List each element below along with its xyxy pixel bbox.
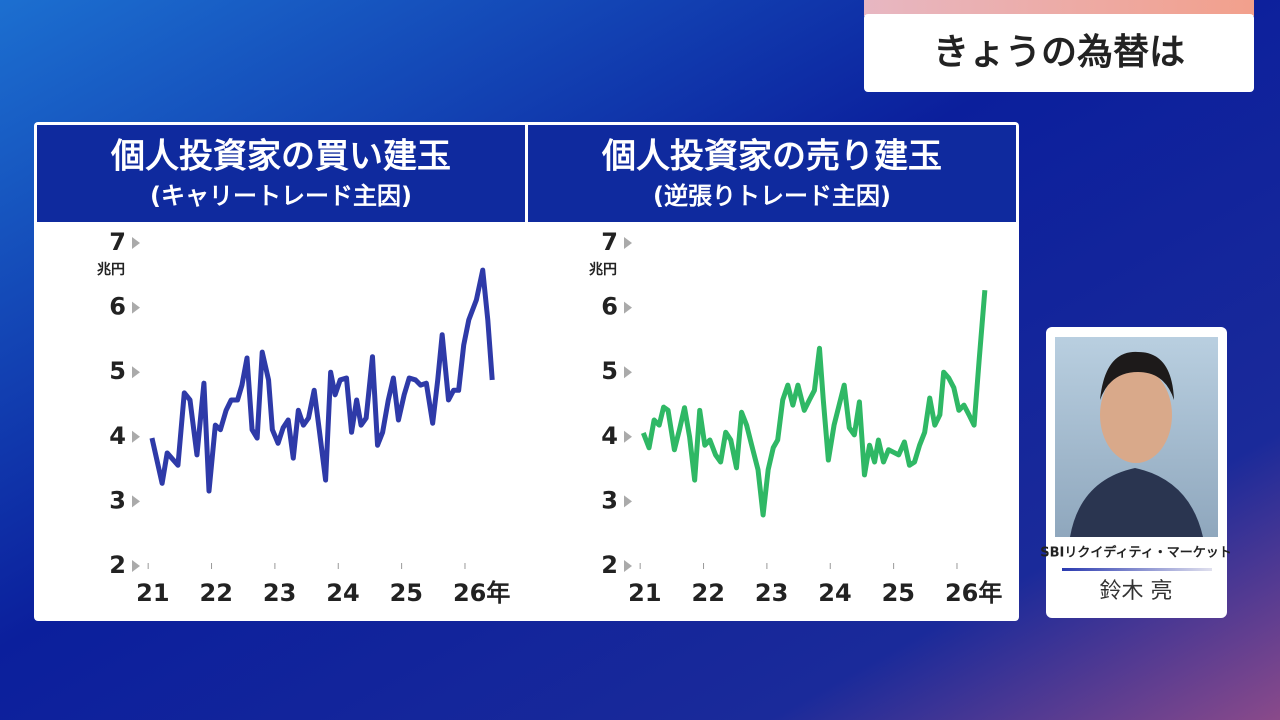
chart-header <box>528 125 1016 222</box>
y-tick-mark <box>624 495 632 508</box>
x-tick-label: 22 <box>200 579 233 607</box>
y-tick-mark <box>132 237 140 249</box>
x-tick-label: 22 <box>692 579 725 607</box>
presenter-rule <box>1062 568 1212 571</box>
y-tick-mark <box>132 366 140 379</box>
presenter-company: SBIリクイディティ・マーケット <box>1040 545 1231 561</box>
y-tick-mark <box>624 560 632 572</box>
x-tick-label: 25 <box>882 579 915 607</box>
x-tick-label: 25 <box>390 579 423 607</box>
y-tick-mark <box>624 366 632 379</box>
chart-header <box>37 125 525 222</box>
y-tick-label: 3 <box>109 486 126 514</box>
photo-face <box>1100 367 1172 463</box>
y-tick-label: 5 <box>109 357 126 385</box>
chart-subtitle: (逆張りトレード主因) <box>653 182 891 210</box>
chart-title: 個人投資家の買い建玉 <box>110 137 451 177</box>
y-tick-label: 3 <box>601 486 618 514</box>
x-tick-label: 23 <box>755 579 788 607</box>
x-tick-label: 21 <box>136 579 169 607</box>
x-tick-label: 24 <box>326 579 359 607</box>
y-tick-mark <box>624 301 632 314</box>
y-tick-mark <box>132 430 140 443</box>
header-title: きょうの為替は <box>933 32 1185 73</box>
data-line <box>641 289 988 518</box>
y-axis-label: 兆円 <box>589 262 617 278</box>
x-tick-label: 21 <box>628 579 661 607</box>
header-box <box>864 14 1254 92</box>
y-tick-label: 7 <box>109 228 126 256</box>
photo-hair <box>1100 351 1174 400</box>
x-tick-label: 24 <box>818 579 851 607</box>
y-axis-label: 兆円 <box>97 262 125 278</box>
y-tick-label: 5 <box>601 357 618 385</box>
y-tick-label: 2 <box>601 551 618 579</box>
chart-subtitle: (キャリートレード主因) <box>150 182 412 210</box>
chart-panel <box>34 122 1019 621</box>
x-tick-label: 26年 <box>945 579 1002 607</box>
y-tick-label: 4 <box>601 422 618 450</box>
y-tick-mark <box>624 237 632 249</box>
presenter-name: 鈴木 亮 <box>1100 579 1173 604</box>
y-tick-mark <box>624 430 632 443</box>
chart-title: 個人投資家の売り建玉 <box>601 137 942 177</box>
y-tick-label: 2 <box>109 551 126 579</box>
y-tick-mark <box>132 560 140 572</box>
header-strip <box>864 0 1254 16</box>
data-line <box>149 267 495 494</box>
x-tick-label: 26年 <box>453 579 510 607</box>
x-tick-label: 23 <box>263 579 296 607</box>
y-tick-mark <box>132 495 140 508</box>
y-tick-label: 6 <box>109 293 126 321</box>
y-tick-label: 6 <box>601 293 618 321</box>
y-tick-label: 4 <box>109 422 126 450</box>
y-tick-label: 7 <box>601 228 618 256</box>
photo-suit <box>1070 468 1203 537</box>
y-tick-mark <box>132 301 140 314</box>
